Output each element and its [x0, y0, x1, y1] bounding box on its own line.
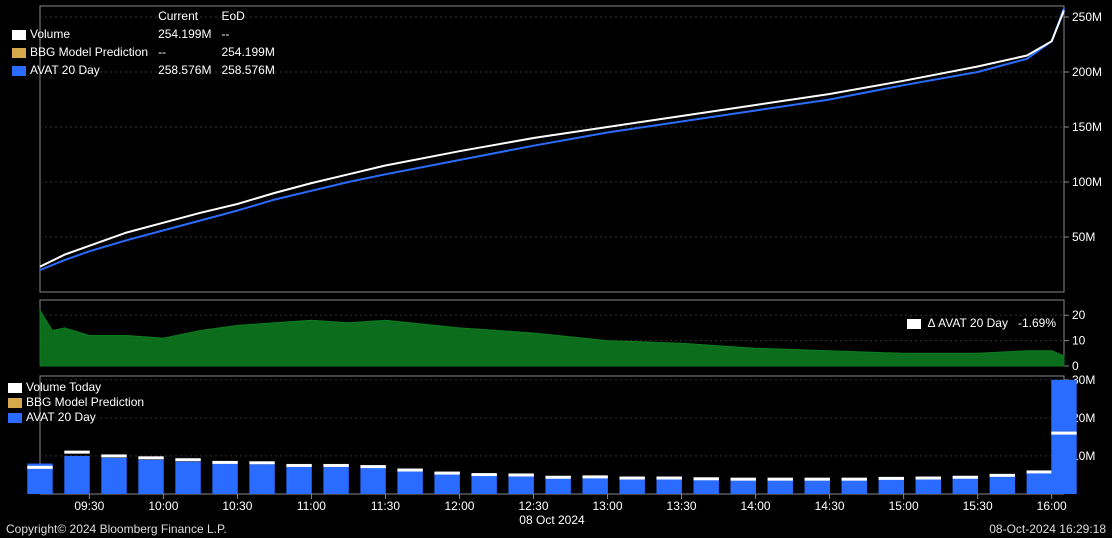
legend-eod: 258.576M [219, 62, 280, 78]
svg-text:12:30: 12:30 [518, 499, 548, 513]
legend-col-current: Current [156, 8, 217, 24]
legend-col-eod: EoD [219, 8, 280, 24]
svg-text:14:30: 14:30 [815, 499, 845, 513]
svg-text:13:30: 13:30 [667, 499, 697, 513]
svg-text:250M: 250M [1072, 10, 1102, 24]
chart-svg: 50M100M150M200M250M0102010M20M30M09:3010… [0, 0, 1112, 538]
svg-text:10: 10 [1072, 334, 1086, 348]
svg-text:16:00: 16:00 [1037, 499, 1067, 513]
svg-text:15:00: 15:00 [889, 499, 919, 513]
svg-text:150M: 150M [1072, 120, 1102, 134]
svg-text:50M: 50M [1072, 230, 1095, 244]
svg-text:10:00: 10:00 [148, 499, 178, 513]
svg-text:10:30: 10:30 [222, 499, 252, 513]
delta-label: Δ AVAT 20 Day [927, 316, 1008, 330]
delta-value: -1.69% [1018, 316, 1056, 330]
legend-row-avat: AVAT 20 Day 258.576M 258.576M [10, 62, 281, 78]
svg-text:11:00: 11:00 [297, 499, 326, 513]
legend-label: BBG Model Prediction [30, 45, 148, 59]
svg-text:0: 0 [1072, 359, 1079, 373]
svg-text:13:00: 13:00 [593, 499, 623, 513]
vol-today-swatch [8, 383, 22, 393]
legend-label: AVAT 20 Day [26, 410, 96, 424]
avat-swatch [12, 66, 26, 76]
legend-label: Volume [30, 27, 70, 41]
delta-legend: Δ AVAT 20 Day -1.69% [907, 316, 1056, 330]
legend-label: AVAT 20 Day [30, 63, 100, 77]
svg-text:200M: 200M [1072, 65, 1102, 79]
avat-bar-swatch [8, 413, 22, 423]
legend-cur: 254.199M [156, 26, 217, 42]
interval-legend: Volume Today BBG Model Prediction AVAT 2… [8, 380, 144, 425]
legend-row-volume: Volume 254.199M -- [10, 26, 281, 42]
svg-text:08 Oct 2024: 08 Oct 2024 [519, 513, 585, 527]
legend-row-bbg: BBG Model Prediction -- 254.199M [10, 44, 281, 60]
bbg-swatch [8, 398, 22, 408]
legend-eod: -- [219, 26, 280, 42]
svg-text:15:30: 15:30 [963, 499, 993, 513]
svg-text:11:30: 11:30 [371, 499, 400, 513]
terminal-chart-window: { "layout":{ "width":1112,"height":538, … [0, 0, 1112, 538]
timestamp-text: 08-Oct-2024 16:29:18 [989, 522, 1106, 536]
svg-text:100M: 100M [1072, 175, 1102, 189]
legend-cur: -- [156, 44, 217, 60]
svg-text:20: 20 [1072, 308, 1086, 322]
legend-label: BBG Model Prediction [26, 395, 144, 409]
svg-text:12:00: 12:00 [444, 499, 474, 513]
svg-text:14:00: 14:00 [741, 499, 771, 513]
legend-cur: 258.576M [156, 62, 217, 78]
delta-swatch [907, 319, 921, 329]
legend-eod: 254.199M [219, 44, 280, 60]
svg-text:09:30: 09:30 [74, 499, 104, 513]
series-legend-table: Current EoD Volume 254.199M -- BBG Model… [8, 6, 283, 80]
copyright-text: Copyright© 2024 Bloomberg Finance L.P. [6, 522, 227, 536]
volume-swatch [12, 30, 26, 40]
bbg-swatch [12, 48, 26, 58]
legend-label: Volume Today [26, 380, 101, 394]
